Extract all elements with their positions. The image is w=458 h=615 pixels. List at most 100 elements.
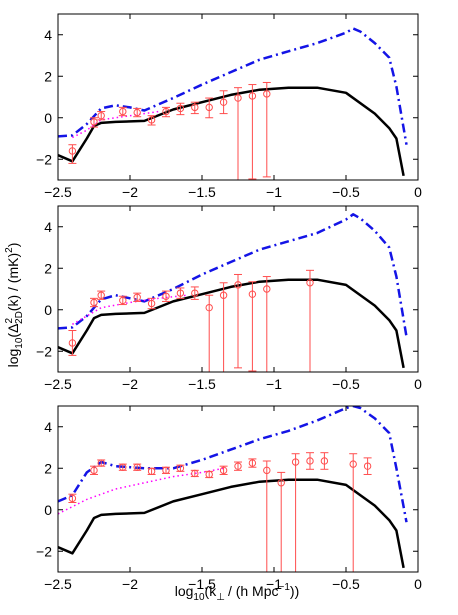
data-point bbox=[90, 466, 98, 475]
x-axis-title: log10(k⊥ / (h Mpc−1)) bbox=[175, 582, 300, 603]
x-tick-label: −1 bbox=[266, 376, 282, 392]
y-tick-label: 0 bbox=[44, 502, 52, 518]
xlabel-part-0: log bbox=[175, 583, 194, 599]
xlabel-part-5: −1 bbox=[279, 582, 291, 593]
ylabel-part-0: log bbox=[5, 349, 21, 368]
x-tick-label: −2 bbox=[122, 184, 138, 200]
data-point bbox=[119, 463, 127, 471]
data-point bbox=[147, 116, 156, 124]
data-point bbox=[191, 469, 199, 478]
series-line-dotted bbox=[58, 467, 224, 515]
ylabel-part-1: 10 bbox=[14, 337, 25, 349]
data-point bbox=[191, 103, 199, 112]
data-point bbox=[119, 296, 127, 305]
x-tick-label: −1.5 bbox=[188, 376, 216, 392]
data-point bbox=[234, 94, 242, 102]
plot-frame bbox=[57, 405, 419, 573]
panel-bottom: −2.5 −2 −1.5 −1 −0.5 0 −2 0 2 4 bbox=[36, 405, 422, 592]
y-axis-title: log10(Δ22D(k) / (mK)2) bbox=[4, 243, 25, 368]
data-point bbox=[133, 293, 141, 301]
data-point bbox=[234, 281, 242, 289]
data-point bbox=[97, 291, 105, 299]
ylabel-part-4: 2D bbox=[14, 311, 25, 324]
y-tick-label: −2 bbox=[36, 151, 52, 167]
data-point bbox=[205, 470, 213, 479]
y-tick-label: 2 bbox=[44, 460, 52, 476]
data-point bbox=[306, 457, 314, 465]
x-tick-label: −2.5 bbox=[44, 576, 72, 592]
series-line-dashdot bbox=[58, 406, 408, 523]
x-tick-label: −0.5 bbox=[332, 576, 360, 592]
data-point bbox=[263, 466, 271, 475]
x-tick-label: −0.5 bbox=[332, 376, 360, 392]
y-tick-label: 4 bbox=[44, 419, 52, 435]
data-point bbox=[162, 107, 170, 116]
data-point bbox=[162, 466, 170, 475]
data-point bbox=[205, 103, 213, 112]
y-tick-label: 0 bbox=[44, 302, 52, 318]
data-point bbox=[219, 98, 228, 106]
panels-group: −2.5 −2 −1.5 −1 −0.5 0 −2 0 2 4 −2.5 −2 −1.5 −1 −0.5 0 −… bbox=[36, 13, 422, 592]
data-point bbox=[176, 464, 185, 472]
y-tick-label: −2 bbox=[36, 343, 52, 359]
x-tick-label: −2 bbox=[122, 576, 138, 592]
x-tick-label: −1 bbox=[266, 184, 282, 200]
series-line-solid bbox=[58, 478, 405, 569]
data-point bbox=[133, 463, 141, 471]
data-point bbox=[176, 104, 185, 113]
data-point bbox=[306, 279, 314, 287]
data-point bbox=[219, 291, 228, 299]
data-point bbox=[119, 107, 127, 116]
y-tick-label: 4 bbox=[44, 219, 52, 235]
x-tick-label: 0 bbox=[414, 184, 422, 200]
plot-background bbox=[58, 406, 418, 572]
plot-area bbox=[58, 406, 408, 572]
data-point bbox=[248, 92, 257, 100]
data-point bbox=[68, 494, 77, 503]
data-point bbox=[263, 90, 271, 98]
x-tick-label: −1.5 bbox=[188, 184, 216, 200]
ylabel-part-3: 2 bbox=[4, 318, 15, 324]
data-point bbox=[97, 111, 105, 120]
data-point bbox=[97, 459, 105, 467]
data-point bbox=[234, 462, 242, 470]
xlabel-part-6: )) bbox=[290, 583, 299, 599]
series-line-solid bbox=[58, 86, 405, 177]
data-point bbox=[248, 459, 257, 467]
plot-frame bbox=[57, 13, 419, 181]
panel-top: −2.5 −2 −1.5 −1 −0.5 0 −2 0 2 4 bbox=[36, 13, 422, 200]
plot-area bbox=[58, 213, 408, 372]
x-tick-label: 0 bbox=[414, 576, 422, 592]
plot-frame bbox=[57, 205, 419, 373]
ylabel-part-7: ) bbox=[5, 243, 21, 248]
ylabel-part-5: (k) / (mK) bbox=[5, 253, 21, 311]
data-point bbox=[162, 292, 170, 300]
data-point bbox=[291, 458, 300, 466]
x-tick-label: −1 bbox=[266, 576, 282, 592]
data-point bbox=[68, 147, 77, 155]
data-point bbox=[205, 303, 213, 312]
data-point bbox=[248, 290, 257, 298]
data-point bbox=[320, 457, 329, 465]
series-line-dotted bbox=[72, 294, 188, 325]
x-tick-label: −0.5 bbox=[332, 184, 360, 200]
data-point bbox=[147, 467, 156, 476]
data-point bbox=[277, 479, 285, 487]
y-tick-label: 2 bbox=[44, 260, 52, 276]
y-tick-label: 0 bbox=[44, 110, 52, 126]
plot-area bbox=[58, 27, 408, 180]
data-point bbox=[363, 462, 372, 470]
data-point bbox=[68, 339, 77, 347]
ylabel-part-6: 2 bbox=[4, 247, 15, 253]
x-tick-label: −2.5 bbox=[44, 184, 72, 200]
xlabel-part-3: ⊥ bbox=[216, 592, 225, 603]
panel-middle: −2.5 −2 −1.5 −1 −0.5 0 −2 0 2 4 bbox=[36, 205, 422, 392]
y-tick-label: −2 bbox=[36, 543, 52, 559]
data-point bbox=[90, 298, 98, 307]
data-point bbox=[133, 108, 141, 117]
data-point bbox=[191, 289, 199, 297]
x-tick-label: −2.5 bbox=[44, 376, 72, 392]
x-tick-label: −2 bbox=[122, 376, 138, 392]
